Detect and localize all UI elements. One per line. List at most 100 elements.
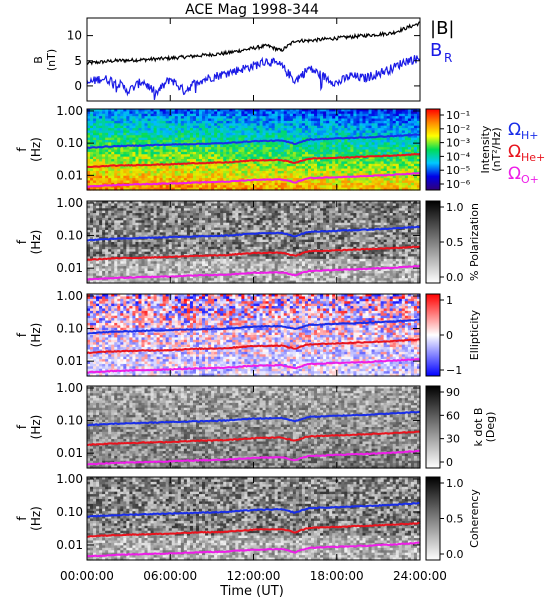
spectrogram-cell (99, 116, 103, 120)
spectrogram-cell (238, 173, 242, 177)
spectrogram-cell (159, 173, 164, 177)
spectrogram-cell (93, 144, 97, 148)
spectrogram-cell (129, 170, 134, 174)
spectrogram-cell (156, 144, 161, 148)
spectrogram-cell (189, 166, 194, 170)
spectrogram-cell (180, 168, 185, 172)
spectrogram-cell (186, 173, 191, 177)
spectrogram-cell (105, 142, 109, 146)
spectrogram-cell (217, 185, 221, 189)
spectrogram-cell (135, 154, 140, 158)
spectrogram-cell (211, 159, 215, 163)
spectrogram-cell (135, 185, 140, 189)
omega-symbol: Ω (508, 142, 521, 162)
spectrogram-cell (199, 166, 203, 170)
spectrogram-cell (129, 178, 134, 182)
spectrogram-cell (111, 161, 115, 165)
spectrogram-cell (235, 151, 239, 155)
spectrogram-cell (87, 175, 91, 179)
spectrogram-cell (223, 125, 227, 129)
spectrogram-cell (199, 144, 203, 148)
spectrogram-cell (199, 128, 203, 132)
spectrogram-cell (153, 173, 158, 177)
spectrogram-cell (192, 120, 197, 124)
spectrogram-cell (189, 132, 194, 136)
spectrogram-cell (223, 175, 227, 179)
spectrogram-cell (111, 130, 115, 134)
spectrogram-cell (211, 147, 215, 151)
spectrogram-cell (90, 142, 94, 146)
spectrogram-cell (214, 154, 218, 158)
spectrogram-cell (153, 130, 158, 134)
spectrogram-cell (144, 123, 149, 127)
spectrogram-cell (208, 139, 212, 143)
spectrogram-cell (141, 135, 146, 139)
spectrogram-cell (111, 166, 115, 170)
spectrogram-cell (117, 116, 121, 120)
spectrogram-cell (108, 130, 112, 134)
spectrogram-cell (96, 125, 100, 129)
spectrogram-cell (117, 111, 121, 115)
spectrogram-cell (147, 175, 152, 179)
spectrogram-cell (123, 111, 127, 115)
spectrogram-cell (162, 139, 167, 143)
spectrogram-cell (90, 123, 94, 127)
spectrogram-cell (226, 185, 230, 189)
spectrogram-cell (159, 180, 164, 184)
spectrogram-cell (174, 187, 179, 191)
spectrogram-cell (235, 139, 239, 143)
spectrogram-cell (168, 170, 173, 174)
spectrogram-cell (156, 154, 161, 158)
spectrogram-cell (199, 149, 203, 153)
spectrogram-cell (177, 111, 182, 115)
spectrogram-cell (111, 116, 115, 120)
spectrogram-cell (123, 128, 127, 132)
spectrogram-cell (129, 135, 134, 139)
spectrogram-cell (99, 159, 103, 163)
spectrogram-cell (162, 109, 167, 112)
spectrogram-cell (153, 125, 158, 129)
spectrogram-cell (205, 135, 209, 139)
spectrogram-cell (229, 123, 233, 127)
spectrogram-cell (229, 154, 233, 158)
spectrogram-cell (90, 144, 94, 148)
spectrogram-cell (211, 187, 215, 191)
spectrogram-cell (180, 139, 185, 143)
spectrogram-cell (162, 128, 167, 132)
spectrogram-cell (162, 175, 167, 179)
spectrogram-cell (159, 175, 164, 179)
spectrogram-cell (102, 147, 106, 151)
spectrogram-cell (96, 182, 100, 186)
spectrogram-cell (189, 130, 194, 134)
spectrogram-cell (99, 166, 103, 170)
colorbar-tick-label: 10⁻¹ (446, 109, 470, 122)
spectrogram-cell (180, 182, 185, 186)
spectrogram-cell (171, 156, 176, 160)
spectrogram-cell (165, 111, 170, 115)
spectrogram-cell (202, 118, 206, 122)
spectrogram-cell (102, 116, 106, 120)
spectrogram-cell (102, 118, 106, 122)
y-axis-name: B (32, 56, 45, 64)
spectrogram-cell (226, 137, 230, 141)
spectrogram-cell (192, 154, 197, 158)
spectrogram-cell (192, 118, 197, 122)
spectrogram-cell (114, 156, 118, 160)
spectrogram-cell (108, 156, 112, 160)
spectrogram-cell (150, 156, 155, 160)
spectrogram-cell (235, 135, 239, 139)
spectrogram-cell (162, 137, 167, 141)
spectrogram-cell (174, 170, 179, 174)
spectrogram-cell (138, 161, 143, 165)
spectrogram-cell (220, 144, 224, 148)
spectrogram-cell (208, 168, 212, 172)
spectrogram-cell (102, 137, 106, 141)
spectrogram-cell (205, 185, 209, 189)
spectrogram-cell (129, 166, 134, 170)
spectrogram-cell (199, 139, 203, 143)
spectrogram-cell (168, 137, 173, 141)
spectrogram-cell (135, 161, 140, 165)
spectrogram-cell (177, 139, 182, 143)
spectrogram-cell (211, 149, 215, 153)
spectrogram-cell (211, 109, 215, 112)
